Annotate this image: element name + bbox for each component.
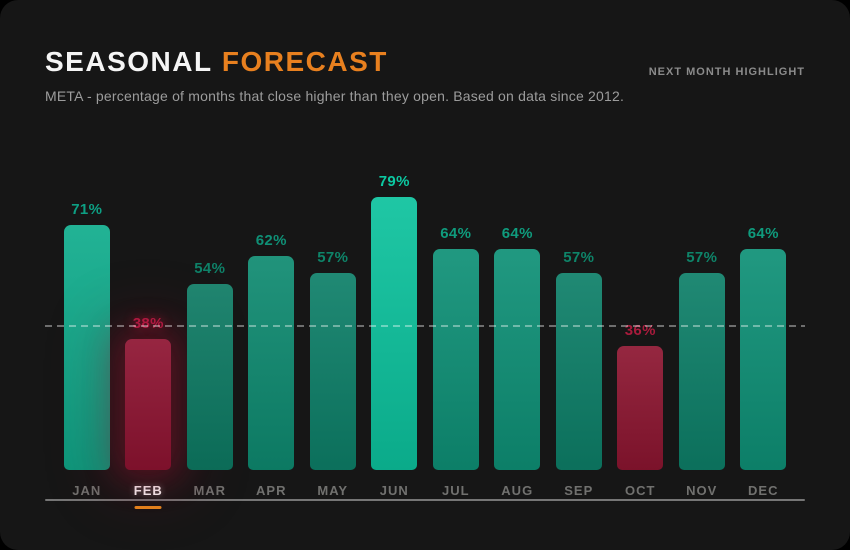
chart-column-aug: 64% AUG — [487, 155, 549, 498]
value-label-jul: 64% — [440, 225, 472, 242]
chart-column-oct: 36% OCT — [610, 155, 672, 498]
chart-column-dec: 64% DEC — [733, 155, 795, 498]
bar-columns: 71% JAN 38% FEB 54% MAR 62% APR 57% MAY 79% JUN 64% J… — [56, 155, 795, 509]
value-label-sep: 57% — [563, 249, 595, 266]
reference-line — [45, 325, 805, 327]
bar-apr — [248, 256, 295, 470]
chart-column-jul: 64% JUL — [425, 155, 487, 498]
month-label-dec: DEC — [748, 483, 779, 498]
value-label-feb: 38% — [132, 315, 164, 332]
value-label-jan: 71% — [71, 201, 103, 218]
month-label-may: MAY — [317, 483, 349, 498]
x-axis-line — [45, 499, 805, 501]
bar-sep — [555, 273, 602, 470]
chart-column-jun: 79% JUN — [364, 155, 426, 498]
chart-subtitle: META - percentage of months that close h… — [45, 88, 625, 104]
chart-column-feb: 38% FEB — [118, 155, 180, 509]
bar-dec — [740, 249, 787, 470]
chart-column-jan: 71% JAN — [56, 155, 118, 498]
bar-mar — [186, 284, 233, 470]
bar-jul — [432, 249, 479, 470]
bar-may — [309, 273, 356, 470]
bar-chart: 71% JAN 38% FEB 54% MAR 62% APR 57% MAY 79% JUN 64% J… — [45, 155, 805, 509]
value-label-nov: 57% — [686, 249, 718, 266]
month-label-aug: AUG — [501, 483, 534, 498]
bar-oct — [617, 346, 664, 470]
month-label-jul: JUL — [441, 483, 470, 498]
next-month-highlight-label: NEXT MONTH HIGHLIGHT — [648, 66, 805, 78]
title-primary: SEASONAL — [45, 46, 213, 77]
title-accent: FORECAST — [221, 46, 388, 77]
value-label-may: 57% — [317, 249, 349, 266]
bar-jun — [371, 197, 418, 470]
page-title: SEASONAL FORECAST — [45, 46, 388, 78]
value-label-aug: 64% — [501, 225, 533, 242]
chart-column-may: 57% MAY — [302, 155, 364, 498]
bar-aug — [494, 249, 541, 470]
month-label-feb: FEB — [133, 483, 163, 498]
chart-column-sep: 57% SEP — [548, 155, 610, 498]
bar-jan — [63, 225, 110, 470]
value-label-jun: 79% — [378, 173, 410, 190]
bar-feb — [125, 339, 172, 470]
chart-column-nov: 57% NOV — [671, 155, 733, 498]
value-label-oct: 36% — [624, 322, 656, 339]
bar-nov — [678, 273, 725, 470]
month-label-nov: NOV — [686, 483, 718, 498]
value-label-mar: 54% — [194, 260, 226, 277]
month-label-jun: JUN — [379, 483, 409, 498]
value-label-apr: 62% — [255, 232, 287, 249]
highlight-underline — [134, 506, 162, 509]
chart-column-mar: 54% MAR — [179, 155, 241, 498]
month-label-oct: OCT — [625, 483, 656, 498]
month-label-mar: MAR — [193, 483, 227, 498]
month-label-jan: JAN — [72, 483, 102, 498]
value-label-dec: 64% — [747, 225, 779, 242]
month-label-apr: APR — [256, 483, 287, 498]
month-label-sep: SEP — [564, 483, 594, 498]
chart-column-apr: 62% APR — [241, 155, 303, 498]
